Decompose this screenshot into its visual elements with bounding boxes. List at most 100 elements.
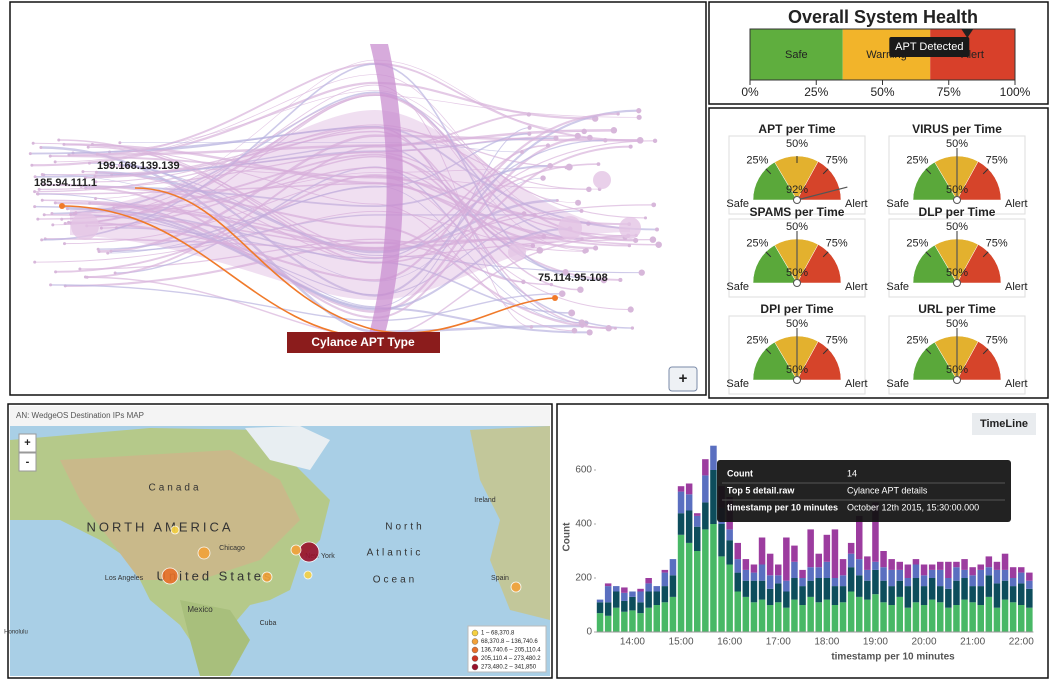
flow-node	[96, 247, 100, 251]
gauge-tick-label: 25%	[906, 154, 928, 166]
timeline-button[interactable]	[972, 413, 1036, 435]
gauge-tick	[982, 168, 989, 175]
bar-segment	[791, 561, 798, 578]
flow-node	[643, 216, 648, 220]
tooltip-text: Top 5 detail.raw	[727, 485, 795, 495]
map-point	[303, 570, 313, 580]
zoom-button[interactable]	[18, 452, 37, 472]
bar-segment	[847, 542, 855, 554]
bar-segment	[961, 569, 968, 578]
gauge-hub	[793, 279, 801, 287]
flow-endpoint	[552, 295, 558, 301]
bar-segment	[758, 564, 766, 581]
flow-link	[107, 185, 582, 324]
flow-node	[36, 217, 40, 221]
expand-button[interactable]	[668, 366, 698, 392]
gauge-value: 50%	[786, 267, 808, 279]
bar-segment	[1001, 553, 1009, 570]
bar-segment	[1009, 586, 1017, 603]
bar-segment	[904, 578, 912, 587]
bar-segment	[896, 580, 903, 597]
gauge-high: Alert	[1005, 378, 1028, 390]
gauge-box	[728, 135, 866, 215]
flow-node	[605, 325, 612, 332]
bar-segment	[807, 529, 814, 568]
gauge-band	[774, 335, 819, 381]
bar-segment	[823, 599, 831, 632]
bar-segment	[880, 551, 887, 568]
flow-node	[93, 174, 97, 178]
gauge-tick	[765, 251, 772, 258]
map-place: Los Angeles	[105, 575, 144, 582]
gauge-tick-label: 75%	[986, 237, 1008, 249]
bar-segment	[872, 561, 879, 570]
bar-segment	[661, 586, 669, 603]
flow-node	[521, 279, 526, 285]
bar-segment	[1009, 578, 1017, 587]
bar-segment	[823, 561, 831, 578]
bar-segment	[734, 572, 741, 592]
health-tick-label: 100%	[1000, 85, 1031, 99]
bar-segment	[896, 569, 903, 581]
flow-node	[33, 190, 37, 194]
legend-swatch	[471, 646, 479, 654]
bar-segment	[653, 591, 660, 605]
expand-button-label: +	[679, 370, 688, 387]
map-place: Ocean	[373, 575, 417, 586]
bar-segment	[677, 513, 685, 535]
bar-segment	[920, 564, 928, 576]
bar-segment	[783, 537, 790, 581]
map-point	[161, 567, 179, 585]
map-place: Cuba	[260, 620, 277, 627]
bar-segment	[766, 588, 774, 605]
bar-segment	[888, 605, 895, 632]
x-tick-label: 18:00	[814, 637, 839, 648]
flow-link	[58, 139, 525, 264]
gauge-band	[934, 155, 979, 201]
flow-link	[55, 174, 630, 273]
bar-segment	[993, 569, 1001, 584]
flow-node	[95, 152, 99, 156]
bar-segment	[726, 540, 733, 565]
gauge-value: 50%	[946, 364, 968, 376]
flow-node	[571, 327, 578, 334]
flow-node	[33, 260, 37, 264]
zoom-button[interactable]	[18, 433, 37, 453]
bar-segment	[969, 602, 976, 632]
bar-segment	[920, 586, 928, 605]
gauge-high: Alert	[1005, 198, 1028, 210]
bar-segment	[604, 586, 612, 603]
bar-segment	[985, 596, 993, 632]
flow-node	[649, 236, 657, 243]
flow-node	[51, 223, 55, 227]
gauge-tick-label: 50%	[946, 318, 968, 330]
bar-segment	[856, 596, 863, 632]
gauge-panel	[708, 107, 1049, 399]
flow-label: 75.114.95.108	[538, 272, 608, 284]
bar-segment	[726, 564, 733, 632]
bar-segment	[839, 586, 847, 603]
bar-segment	[961, 578, 968, 600]
bar-segment	[928, 569, 936, 578]
bar-segment	[685, 542, 693, 632]
gauge-title: VIRUS per Time	[912, 122, 1002, 136]
bar-segment	[677, 486, 685, 492]
bar-segment	[912, 602, 920, 632]
flow-node	[616, 112, 620, 116]
bar-segment	[831, 586, 839, 605]
bar-segment	[791, 578, 798, 600]
bar-segment	[1018, 572, 1025, 584]
bar-segment	[993, 561, 1001, 570]
bar-segment	[734, 542, 741, 560]
bar-segment	[815, 602, 822, 632]
flow-node	[652, 138, 658, 144]
bar-segment	[985, 575, 993, 597]
bar-segment	[953, 605, 960, 632]
flow-endpoint	[59, 203, 65, 209]
bar-segment	[904, 586, 912, 608]
flow-highlight	[134, 187, 556, 334]
gauge-tick-label: 25%	[906, 334, 928, 346]
bar-segment	[953, 567, 960, 581]
map-place: Atlantic	[367, 548, 424, 559]
flow-hub	[508, 243, 526, 261]
